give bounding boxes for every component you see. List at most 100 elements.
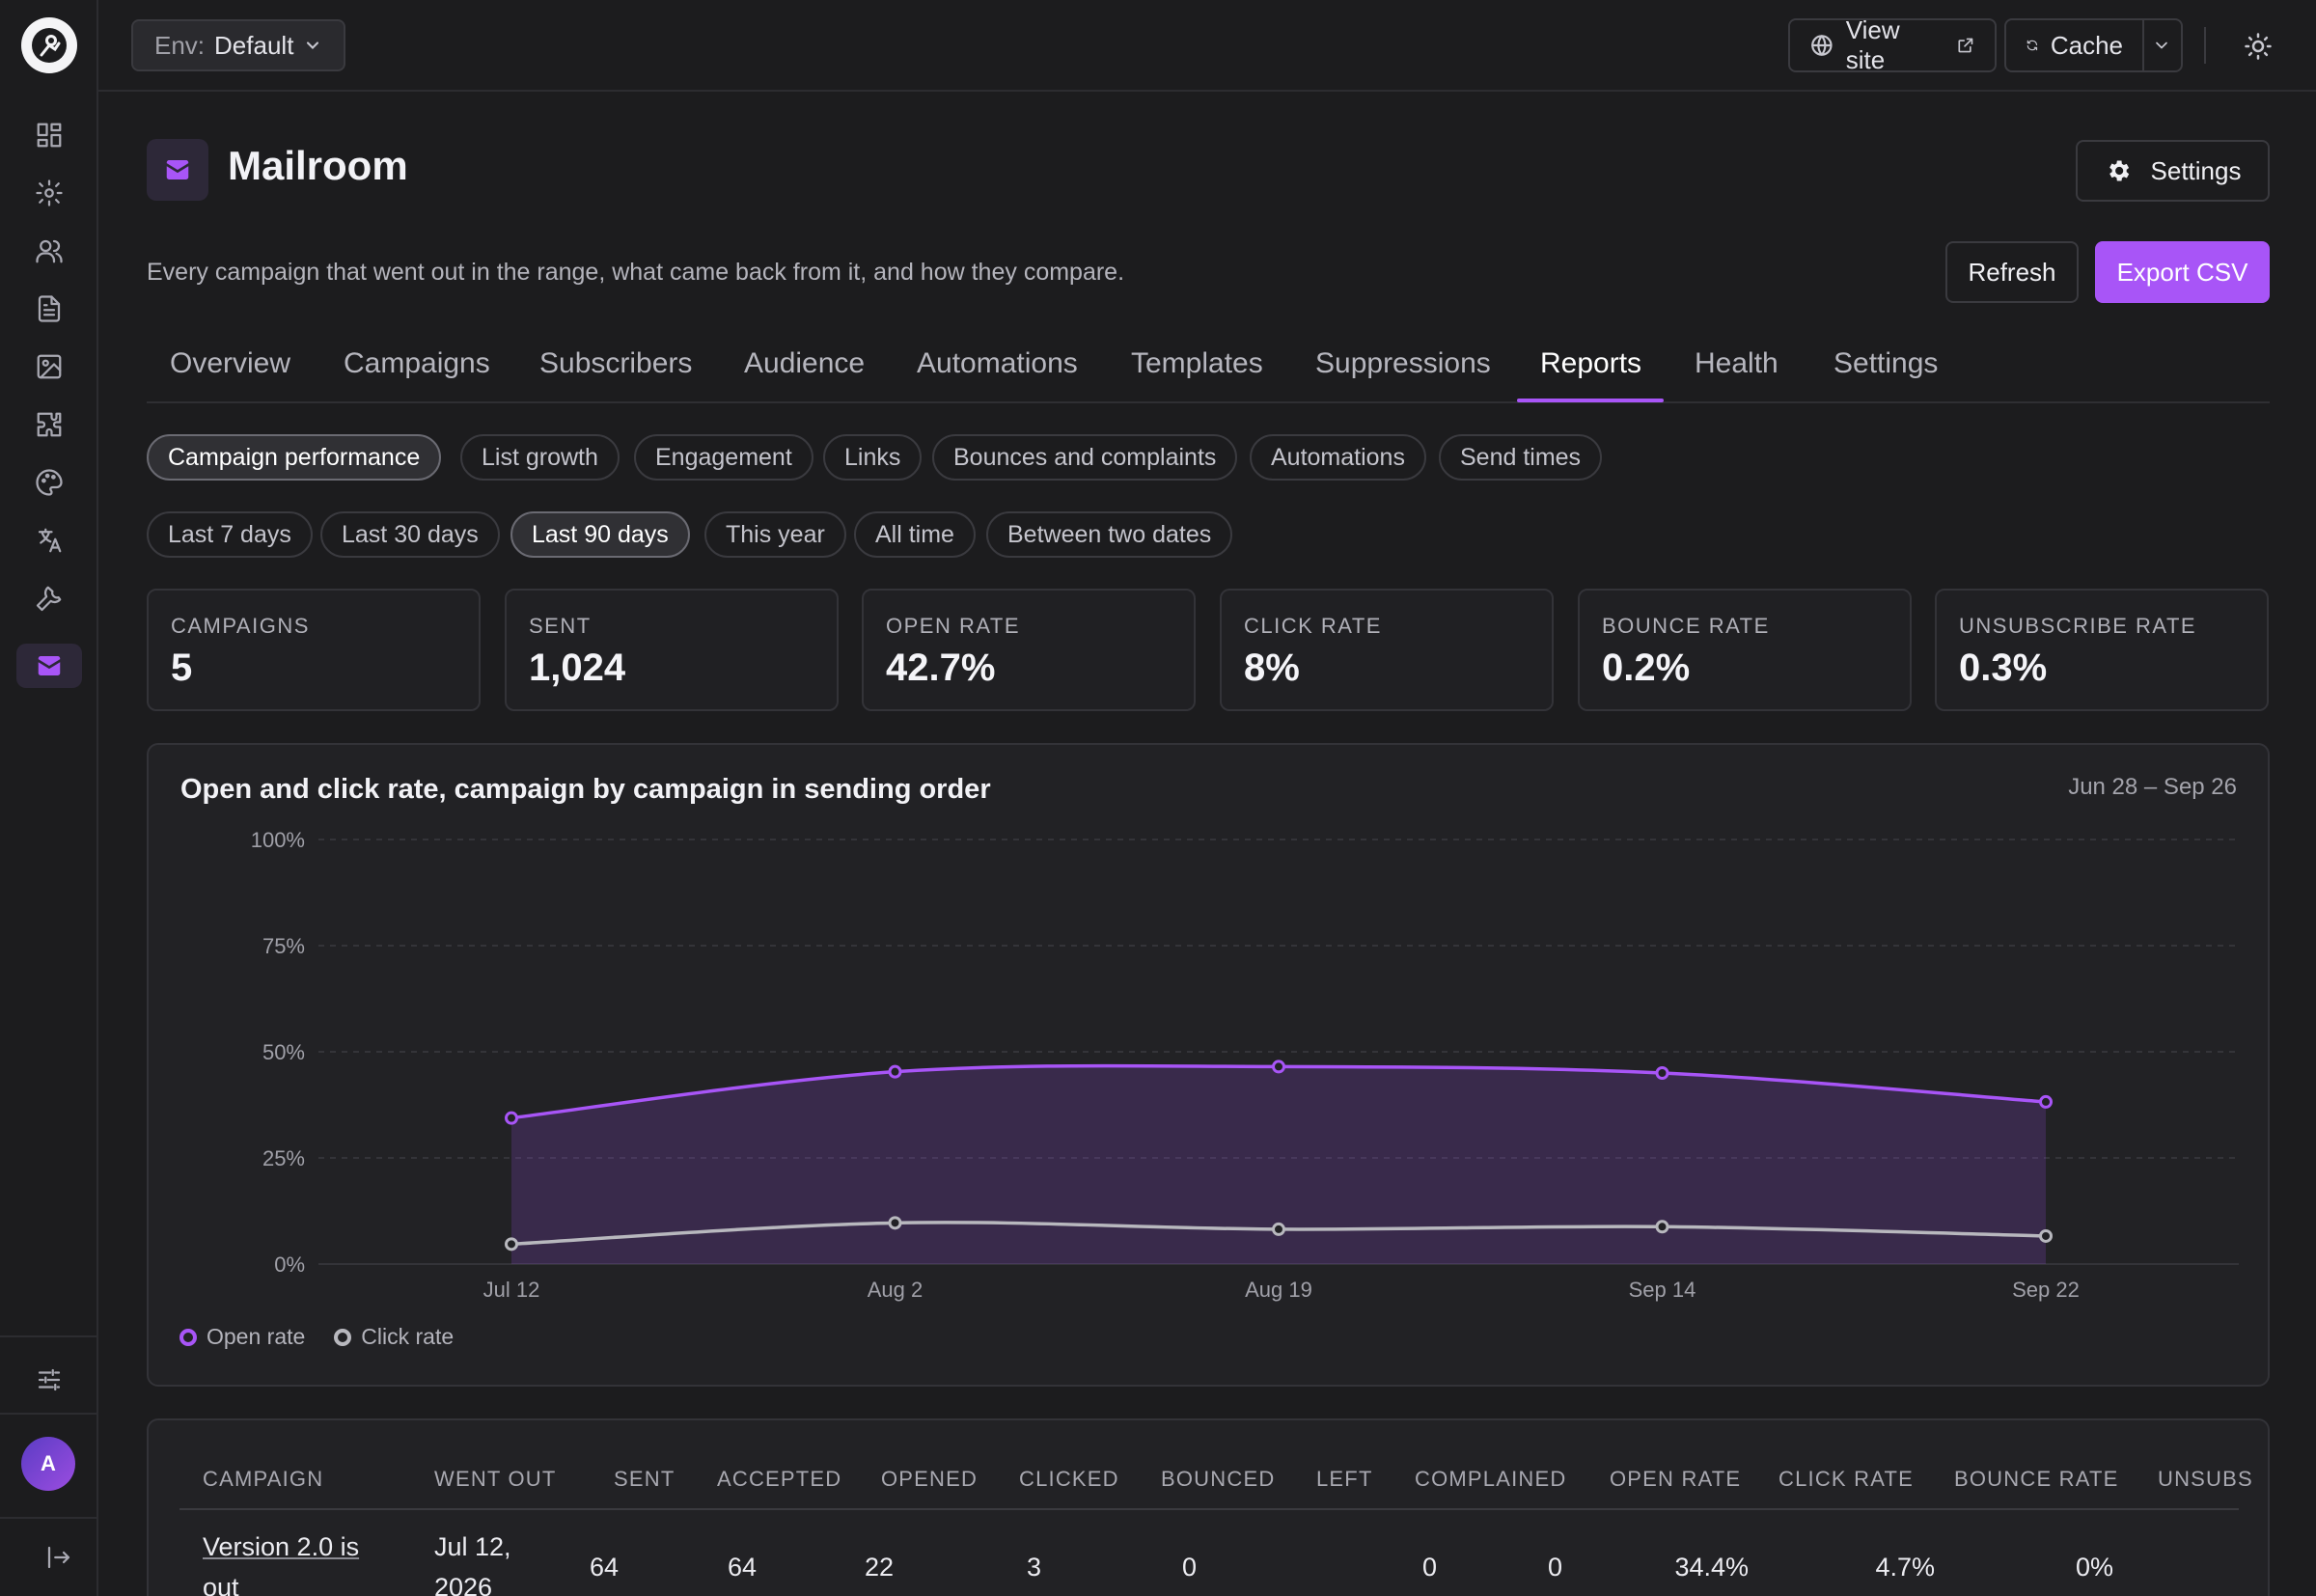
column-header[interactable]: SENT xyxy=(614,1467,676,1491)
external-link-icon xyxy=(1958,38,1973,53)
column-header[interactable]: BOUNCED xyxy=(1161,1467,1276,1491)
y-tick-label: 75% xyxy=(262,934,305,958)
image-icon xyxy=(37,354,62,379)
chevron-down-icon xyxy=(2156,41,2167,49)
column-header[interactable]: CLICKED xyxy=(1019,1467,1119,1491)
column-header[interactable]: LEFT xyxy=(1316,1467,1373,1491)
cache-dropdown-button[interactable] xyxy=(2142,18,2183,72)
mailroom-app-icon xyxy=(147,139,208,201)
x-tick-label: Aug 19 xyxy=(1245,1278,1312,1302)
report-type-bounces-complaints[interactable]: Bounces and complaints xyxy=(932,434,1238,481)
sidebar-item-users[interactable] xyxy=(25,229,73,273)
range-last-90-days[interactable]: Last 90 days xyxy=(510,511,690,558)
column-header[interactable]: CLICK RATE xyxy=(1778,1467,1914,1491)
gear-icon xyxy=(2109,160,2129,181)
tab-settings[interactable]: Settings xyxy=(1834,347,1939,379)
campaign-name-link[interactable]: Version 2.0 is xyxy=(203,1532,360,1561)
theme-toggle-button[interactable] xyxy=(2239,27,2277,66)
open-rate-point xyxy=(1272,1059,1285,1074)
table-header: CAMPAIGN WENT OUT SENT ACCEPTED OPENED C… xyxy=(179,1420,2252,1510)
range-between-dates[interactable]: Between two dates xyxy=(986,511,1233,558)
tab-templates[interactable]: Templates xyxy=(1131,347,1263,379)
tab-suppressions[interactable]: Suppressions xyxy=(1315,347,1491,379)
avatar-initial: A xyxy=(41,1451,56,1475)
click-rate-point xyxy=(505,1237,518,1252)
campaign-name-link[interactable]: out xyxy=(203,1573,239,1596)
avatar[interactable]: A xyxy=(21,1437,75,1491)
sidebar-item-media[interactable] xyxy=(25,344,73,389)
report-type-links[interactable]: Links xyxy=(823,434,923,481)
column-header[interactable]: WENT OUT xyxy=(434,1467,557,1491)
tab-overview[interactable]: Overview xyxy=(170,347,291,379)
view-site-button[interactable]: View site xyxy=(1788,15,1997,74)
report-type-campaign-performance[interactable]: Campaign performance xyxy=(147,434,442,481)
export-csv-button[interactable]: Export CSV xyxy=(2095,241,2270,303)
tab-audience[interactable]: Audience xyxy=(744,347,866,379)
sidebar-item-tools[interactable] xyxy=(25,576,73,620)
tab-automations[interactable]: Automations xyxy=(917,347,1078,379)
sidebar-item-mailroom[interactable] xyxy=(16,644,82,688)
range-this-year[interactable]: This year xyxy=(704,511,846,558)
stat-card-open-rate: OPEN RATE 42.7% xyxy=(862,589,1196,711)
column-header[interactable]: UNSUBS xyxy=(2158,1467,2253,1491)
sent-cell: 64 xyxy=(589,1553,619,1582)
collapse-sidebar-button[interactable] xyxy=(35,1535,83,1580)
column-header[interactable]: ACCEPTED xyxy=(717,1467,842,1491)
sidebar-item-documents[interactable] xyxy=(25,287,73,331)
stat-value: 42.7% xyxy=(886,647,996,689)
sidebar-item-appearance[interactable] xyxy=(25,460,73,505)
column-header[interactable]: COMPLAINED xyxy=(1415,1467,1567,1491)
chart-date-range: Jun 28 – Sep 26 xyxy=(2068,774,2237,800)
refresh-button[interactable]: Refresh xyxy=(1945,241,2079,303)
mail-icon xyxy=(166,160,189,179)
report-type-automations[interactable]: Automations xyxy=(1250,434,1426,481)
column-header[interactable]: OPEN RATE xyxy=(1610,1467,1742,1491)
stat-label: UNSUBSCRIBE RATE xyxy=(1959,614,2197,638)
sidebar-item-dashboard[interactable] xyxy=(25,113,73,157)
view-site-label: View site xyxy=(1845,15,1900,74)
column-header[interactable]: OPENED xyxy=(881,1467,979,1491)
sliders-icon xyxy=(38,1368,61,1391)
stat-label: CLICK RATE xyxy=(1244,614,1382,638)
y-tick-label: 100% xyxy=(251,828,305,852)
stat-label: BOUNCE RATE xyxy=(1602,614,1770,638)
click-rate-point xyxy=(888,1216,902,1230)
sidebar-item-translations[interactable] xyxy=(25,518,73,563)
app-logo[interactable] xyxy=(21,17,77,73)
open-rate-cell: 34.4% xyxy=(1674,1553,1749,1582)
chart-panel: Open and click rate, campaign by campaig… xyxy=(147,743,2270,1387)
report-type-send-times[interactable]: Send times xyxy=(1439,434,1603,481)
legend-open-rate[interactable]: Open rate xyxy=(179,1324,305,1350)
report-type-engagement[interactable]: Engagement xyxy=(634,434,813,481)
stat-value: 1,024 xyxy=(529,647,626,689)
sidebar-item-plugins[interactable] xyxy=(25,402,73,447)
x-tick-label: Jul 12 xyxy=(483,1278,540,1302)
environment-select[interactable]: Env: Default xyxy=(131,19,346,71)
legend-click-rate[interactable]: Click rate xyxy=(334,1324,454,1350)
cache-button[interactable]: Cache xyxy=(2004,18,2144,72)
tab-campaigns[interactable]: Campaigns xyxy=(344,347,490,379)
settings-label: Settings xyxy=(2150,155,2242,185)
document-icon xyxy=(38,295,61,322)
sidebar-item-settings[interactable] xyxy=(25,171,73,215)
range-all-time[interactable]: All time xyxy=(854,511,976,558)
range-last-7-days[interactable]: Last 7 days xyxy=(147,511,313,558)
range-last-30-days[interactable]: Last 30 days xyxy=(320,511,500,558)
column-header[interactable]: BOUNCE RATE xyxy=(1954,1467,2119,1491)
env-label: Env: xyxy=(154,30,206,60)
sidebar-item-preferences[interactable] xyxy=(25,1358,73,1402)
stat-value: 8% xyxy=(1244,647,1300,689)
tab-health[interactable]: Health xyxy=(1695,347,1778,379)
chart-legend: Open rate Click rate xyxy=(179,1324,454,1350)
cache-label: Cache xyxy=(2050,30,2123,60)
mail-icon xyxy=(38,656,61,675)
column-header[interactable]: CAMPAIGN xyxy=(203,1467,324,1491)
y-tick-label: 0% xyxy=(274,1252,305,1277)
stat-card-campaigns: CAMPAIGNS 5 xyxy=(147,589,481,711)
legend-label: Open rate xyxy=(207,1324,306,1349)
tab-subscribers[interactable]: Subscribers xyxy=(539,347,693,379)
tab-reports[interactable]: Reports xyxy=(1540,347,1642,379)
settings-button[interactable]: Settings xyxy=(2076,140,2270,202)
report-type-list-growth[interactable]: List growth xyxy=(460,434,620,481)
opened-cell: 22 xyxy=(864,1553,894,1582)
